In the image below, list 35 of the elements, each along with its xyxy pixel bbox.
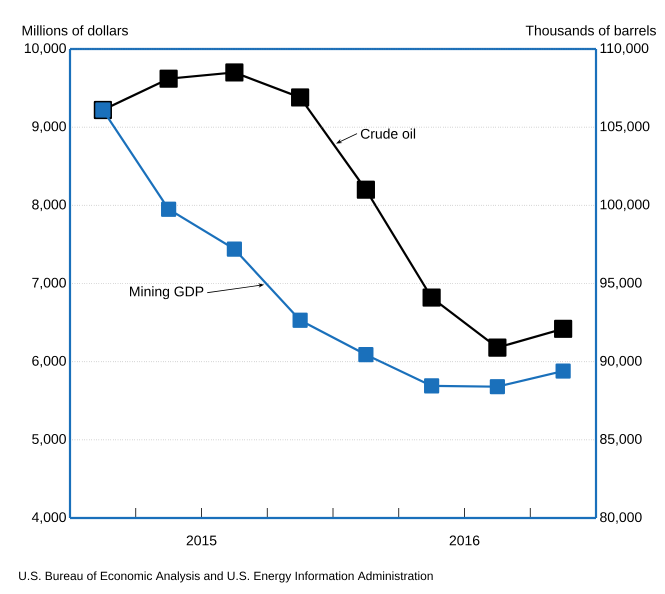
point xyxy=(490,379,505,394)
y-tick-label: 5,000 xyxy=(32,434,66,446)
point xyxy=(424,378,440,394)
y-tick-label: 4,000 xyxy=(32,512,66,524)
point xyxy=(356,180,375,199)
y2-tick-label: 105,000 xyxy=(600,121,650,133)
x-tick-label: 2016 xyxy=(450,536,480,546)
y2-tick-label: 110,000 xyxy=(600,43,648,55)
y2-axis-title: Thousands of barrels xyxy=(526,25,656,36)
point xyxy=(488,338,506,357)
y2-tick-label: 100,000 xyxy=(600,200,650,212)
point xyxy=(556,363,571,379)
point xyxy=(422,288,441,307)
point xyxy=(160,70,178,88)
y2-tick-label: 90,000 xyxy=(600,356,642,368)
legend-label: Crude oil xyxy=(360,128,416,139)
y-tick-label: 7,000 xyxy=(32,278,66,290)
y-tick-label: 8,000 xyxy=(32,200,66,212)
y-tick-label: 10,000 xyxy=(24,43,66,55)
y-tick-label: 9,000 xyxy=(32,121,66,133)
point xyxy=(161,202,176,217)
y2-tick-label: 95,000 xyxy=(600,278,642,290)
point xyxy=(225,63,244,82)
y-axis-title: Millions of dollars xyxy=(22,25,128,36)
y2-tick-label: 85,000 xyxy=(600,434,642,446)
y-tick-label: 6,000 xyxy=(32,356,66,368)
point xyxy=(291,88,310,107)
point xyxy=(358,347,374,362)
text: Mining GDP xyxy=(130,286,204,300)
point xyxy=(226,242,242,257)
text: U.S. Bureau of Economic Analysis and U.S. Energy Information Administration xyxy=(19,571,433,582)
point xyxy=(292,312,308,328)
x-tick-label: 2015 xyxy=(186,536,216,546)
point xyxy=(554,320,572,338)
y2-tick-label: 80,000 xyxy=(600,512,642,524)
